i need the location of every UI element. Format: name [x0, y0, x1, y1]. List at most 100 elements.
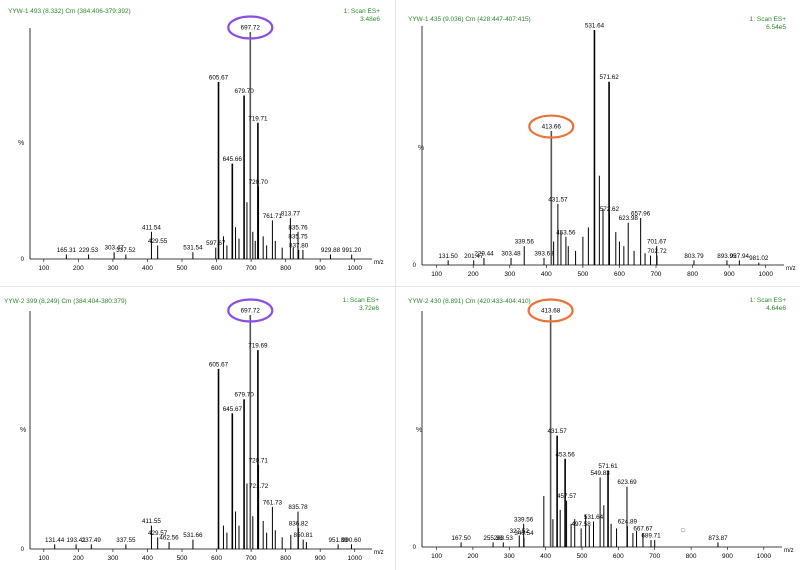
x-tick-label: 300 — [504, 553, 515, 560]
peak-label: 990.60 — [342, 537, 362, 544]
peak-label: 327.52 — [510, 528, 530, 535]
x-tick-label: 800 — [280, 555, 291, 562]
peak-label: 229.53 — [79, 247, 99, 254]
peak-label: 453.56 — [555, 451, 575, 458]
peak-label: 340.54 — [514, 530, 534, 537]
peak-label: 393.68 — [534, 250, 554, 257]
x-axis-label: m/z — [374, 260, 384, 266]
peak-label: 413.66 — [542, 124, 562, 131]
peak-label: 927.94 — [730, 253, 750, 260]
panel-2-ylabel: % — [418, 145, 425, 152]
peak-label: 689.71 — [641, 533, 661, 540]
x-tick-label: 1000 — [347, 555, 362, 562]
spectrum-panel-3: YYW-2 399 (8.249) Cm (384:404-380:379) 1… — [0, 287, 395, 570]
watermark-icon: ○ — [680, 525, 687, 536]
x-tick-label: 200 — [467, 553, 478, 560]
peak-label: 431.57 — [548, 196, 568, 203]
peak-label: 131.44 — [45, 537, 65, 544]
peak-label: 339.56 — [515, 239, 535, 246]
peak-label: 719.71 — [248, 115, 268, 122]
peak-label: 657.96 — [631, 211, 651, 218]
x-tick-label: 500 — [177, 265, 188, 272]
x-tick-label: 500 — [577, 553, 588, 560]
x-tick-label: 400 — [142, 265, 153, 272]
peak-label: 645.67 — [223, 406, 243, 413]
peak-label: 623.69 — [617, 479, 637, 486]
panel-4-header-right-1: 1: Scan ES+ — [749, 297, 786, 304]
peak-label: 429.57 — [148, 530, 168, 537]
panel-2-spectrum-plot: 0 100 200 300 400 500 600 700 800 900 1000 m/z 131.5… — [413, 23, 796, 279]
peak-label: 623.98 — [619, 215, 639, 222]
peak-label: 193.41 — [66, 537, 86, 544]
peak-label: 697.72 — [241, 25, 261, 32]
peak-label: 411.54 — [142, 224, 161, 231]
peak-label: 337.55 — [116, 537, 136, 544]
x-tick-label: 600 — [211, 555, 222, 562]
x-tick-label: 900 — [722, 553, 733, 560]
peak-label: 720.70 — [249, 179, 269, 186]
peak-label: 624.89 — [618, 519, 638, 526]
x-tick-label: 300 — [107, 555, 118, 562]
peak-label: 761.71 — [263, 213, 283, 220]
peak-label: 835.78 — [288, 504, 308, 511]
peak-label: 229.44 — [474, 250, 494, 257]
panel-3-ylabel: % — [20, 427, 27, 434]
peak-label: 991.20 — [342, 247, 362, 254]
x-tick-label: 1000 — [347, 265, 362, 272]
peak-label: 283.53 — [494, 535, 514, 542]
panel-1-header-right-1: 1: Scan ES+ — [343, 8, 380, 15]
peak-label: 337.52 — [116, 247, 136, 254]
x-tick-label: 100 — [38, 265, 49, 272]
peak-label: 531.64 — [585, 23, 605, 30]
peak-label: 549.83 — [590, 470, 610, 477]
peak-label: 850.81 — [294, 532, 314, 539]
panel-3-header-right-2: 3.72e6 — [359, 305, 379, 312]
x-tick-label: 200 — [73, 265, 84, 272]
x-tick-label: 400 — [541, 271, 552, 278]
peak-label: 813.77 — [281, 211, 301, 218]
x-tick-label: 600 — [614, 271, 625, 278]
x-tick-label: 300 — [107, 265, 118, 272]
peak-label: 167.50 — [451, 535, 471, 542]
y-zero-label: 0 — [413, 263, 417, 269]
x-tick-label: 600 — [211, 265, 222, 272]
peak-label: 431.57 — [547, 428, 567, 435]
peak-label: 572.62 — [600, 206, 620, 213]
peak-label: 645.66 — [223, 156, 243, 163]
x-axis-label: m/z — [784, 548, 794, 554]
peak-label: 303.48 — [501, 250, 521, 257]
circled-peak-highlight — [227, 298, 274, 323]
peak-label: 697.72 — [241, 308, 261, 315]
peak-label: 702.72 — [647, 248, 667, 255]
peak-label: 571.61 — [598, 463, 618, 470]
peak-label: 413.68 — [541, 308, 561, 315]
peak-label: 836.82 — [289, 520, 309, 527]
x-tick-label: 1000 — [757, 553, 772, 560]
peak-label: 531.64 — [584, 514, 604, 521]
y-zero-label: 0 — [21, 547, 25, 553]
x-tick-label: 900 — [724, 271, 735, 278]
x-tick-label: 500 — [577, 271, 588, 278]
x-tick-label: 100 — [431, 271, 442, 278]
spectrum-panel-2: YYW-1 435 (9.036) Cm (428:447-407:415) 1… — [396, 0, 800, 286]
peak-label: 457.57 — [557, 493, 577, 500]
peak-label: 761.73 — [263, 499, 283, 506]
peak-label: 837.80 — [289, 242, 309, 249]
panel-1-spectrum-plot: 0 100 200 300 400 500 600 700 800 900 1000 m/z 165.3… — [21, 15, 384, 272]
peak-label: 721.72 — [249, 483, 269, 490]
x-tick-label: 200 — [73, 555, 84, 562]
x-tick-label: 700 — [246, 555, 257, 562]
spectrum-panel-4: YYW-2 430 (8.891) Cm (420:433-404:410) 1… — [396, 287, 800, 570]
panel-4-header-left: YYW-2 430 (8.891) Cm (420:433-404:410) — [408, 298, 531, 305]
panel-2-header-right-2: 6.54e5 — [766, 24, 786, 31]
peak-label: 255.38 — [483, 535, 503, 542]
panel-1-ylabel: % — [18, 140, 25, 147]
peak-label: 165.31 — [57, 247, 77, 254]
x-tick-label: 400 — [540, 553, 551, 560]
peak-label: 719.69 — [248, 343, 268, 350]
x-tick-label: 900 — [315, 555, 326, 562]
peak-label: 429.55 — [148, 238, 168, 245]
y-zero-label: 0 — [413, 545, 417, 551]
x-tick-label: 300 — [504, 271, 515, 278]
x-axis-label: m/z — [374, 550, 384, 556]
